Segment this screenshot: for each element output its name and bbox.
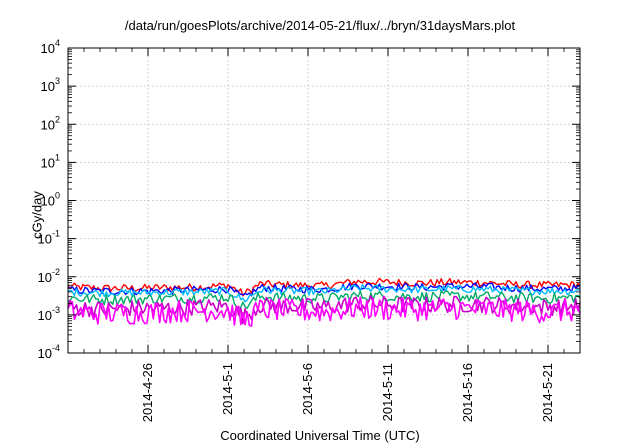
- series-group: [67, 277, 581, 327]
- series-line: [67, 295, 581, 325]
- x-axis-label: Coordinated Universal Time (UTC): [220, 428, 420, 443]
- y-tick-label: 102: [41, 114, 60, 132]
- y-tick-label: 104: [41, 38, 60, 56]
- y-tick-label: 10-4: [38, 343, 60, 361]
- x-tick-label: 2014-5-16: [460, 363, 475, 422]
- y-tick-label: 10-2: [38, 267, 60, 285]
- series-line: [67, 277, 581, 297]
- y-tick-label: 101: [41, 152, 60, 170]
- axes: 10-4 10-3 10-2 10-1 100 101 102 103 104 2014-4-26…: [38, 38, 581, 422]
- x-tick-label: 2014-5-21: [540, 363, 555, 422]
- x-tick-label: 2014-5-11: [380, 363, 395, 421]
- y-tick-label: 103: [41, 76, 60, 94]
- series-line: [67, 284, 581, 303]
- series-line: [67, 296, 581, 327]
- y-tick-label: 10-1: [38, 229, 60, 247]
- x-tick-label: 2014-5-1: [220, 363, 235, 415]
- grid-lines: [68, 48, 580, 353]
- x-tick-label: 2014-4-26: [140, 363, 155, 422]
- plot-frame: [67, 47, 581, 354]
- x-tick-label: 2014-5-6: [300, 363, 315, 415]
- y-tick-label: 100: [41, 191, 60, 209]
- y-tick-label: 10-3: [38, 305, 60, 323]
- chart-title: /data/run/goesPlots/archive/2014-05-21/f…: [124, 18, 516, 33]
